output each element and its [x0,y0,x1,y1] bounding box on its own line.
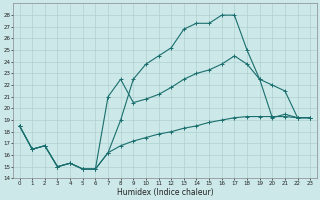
X-axis label: Humidex (Indice chaleur): Humidex (Indice chaleur) [116,188,213,197]
